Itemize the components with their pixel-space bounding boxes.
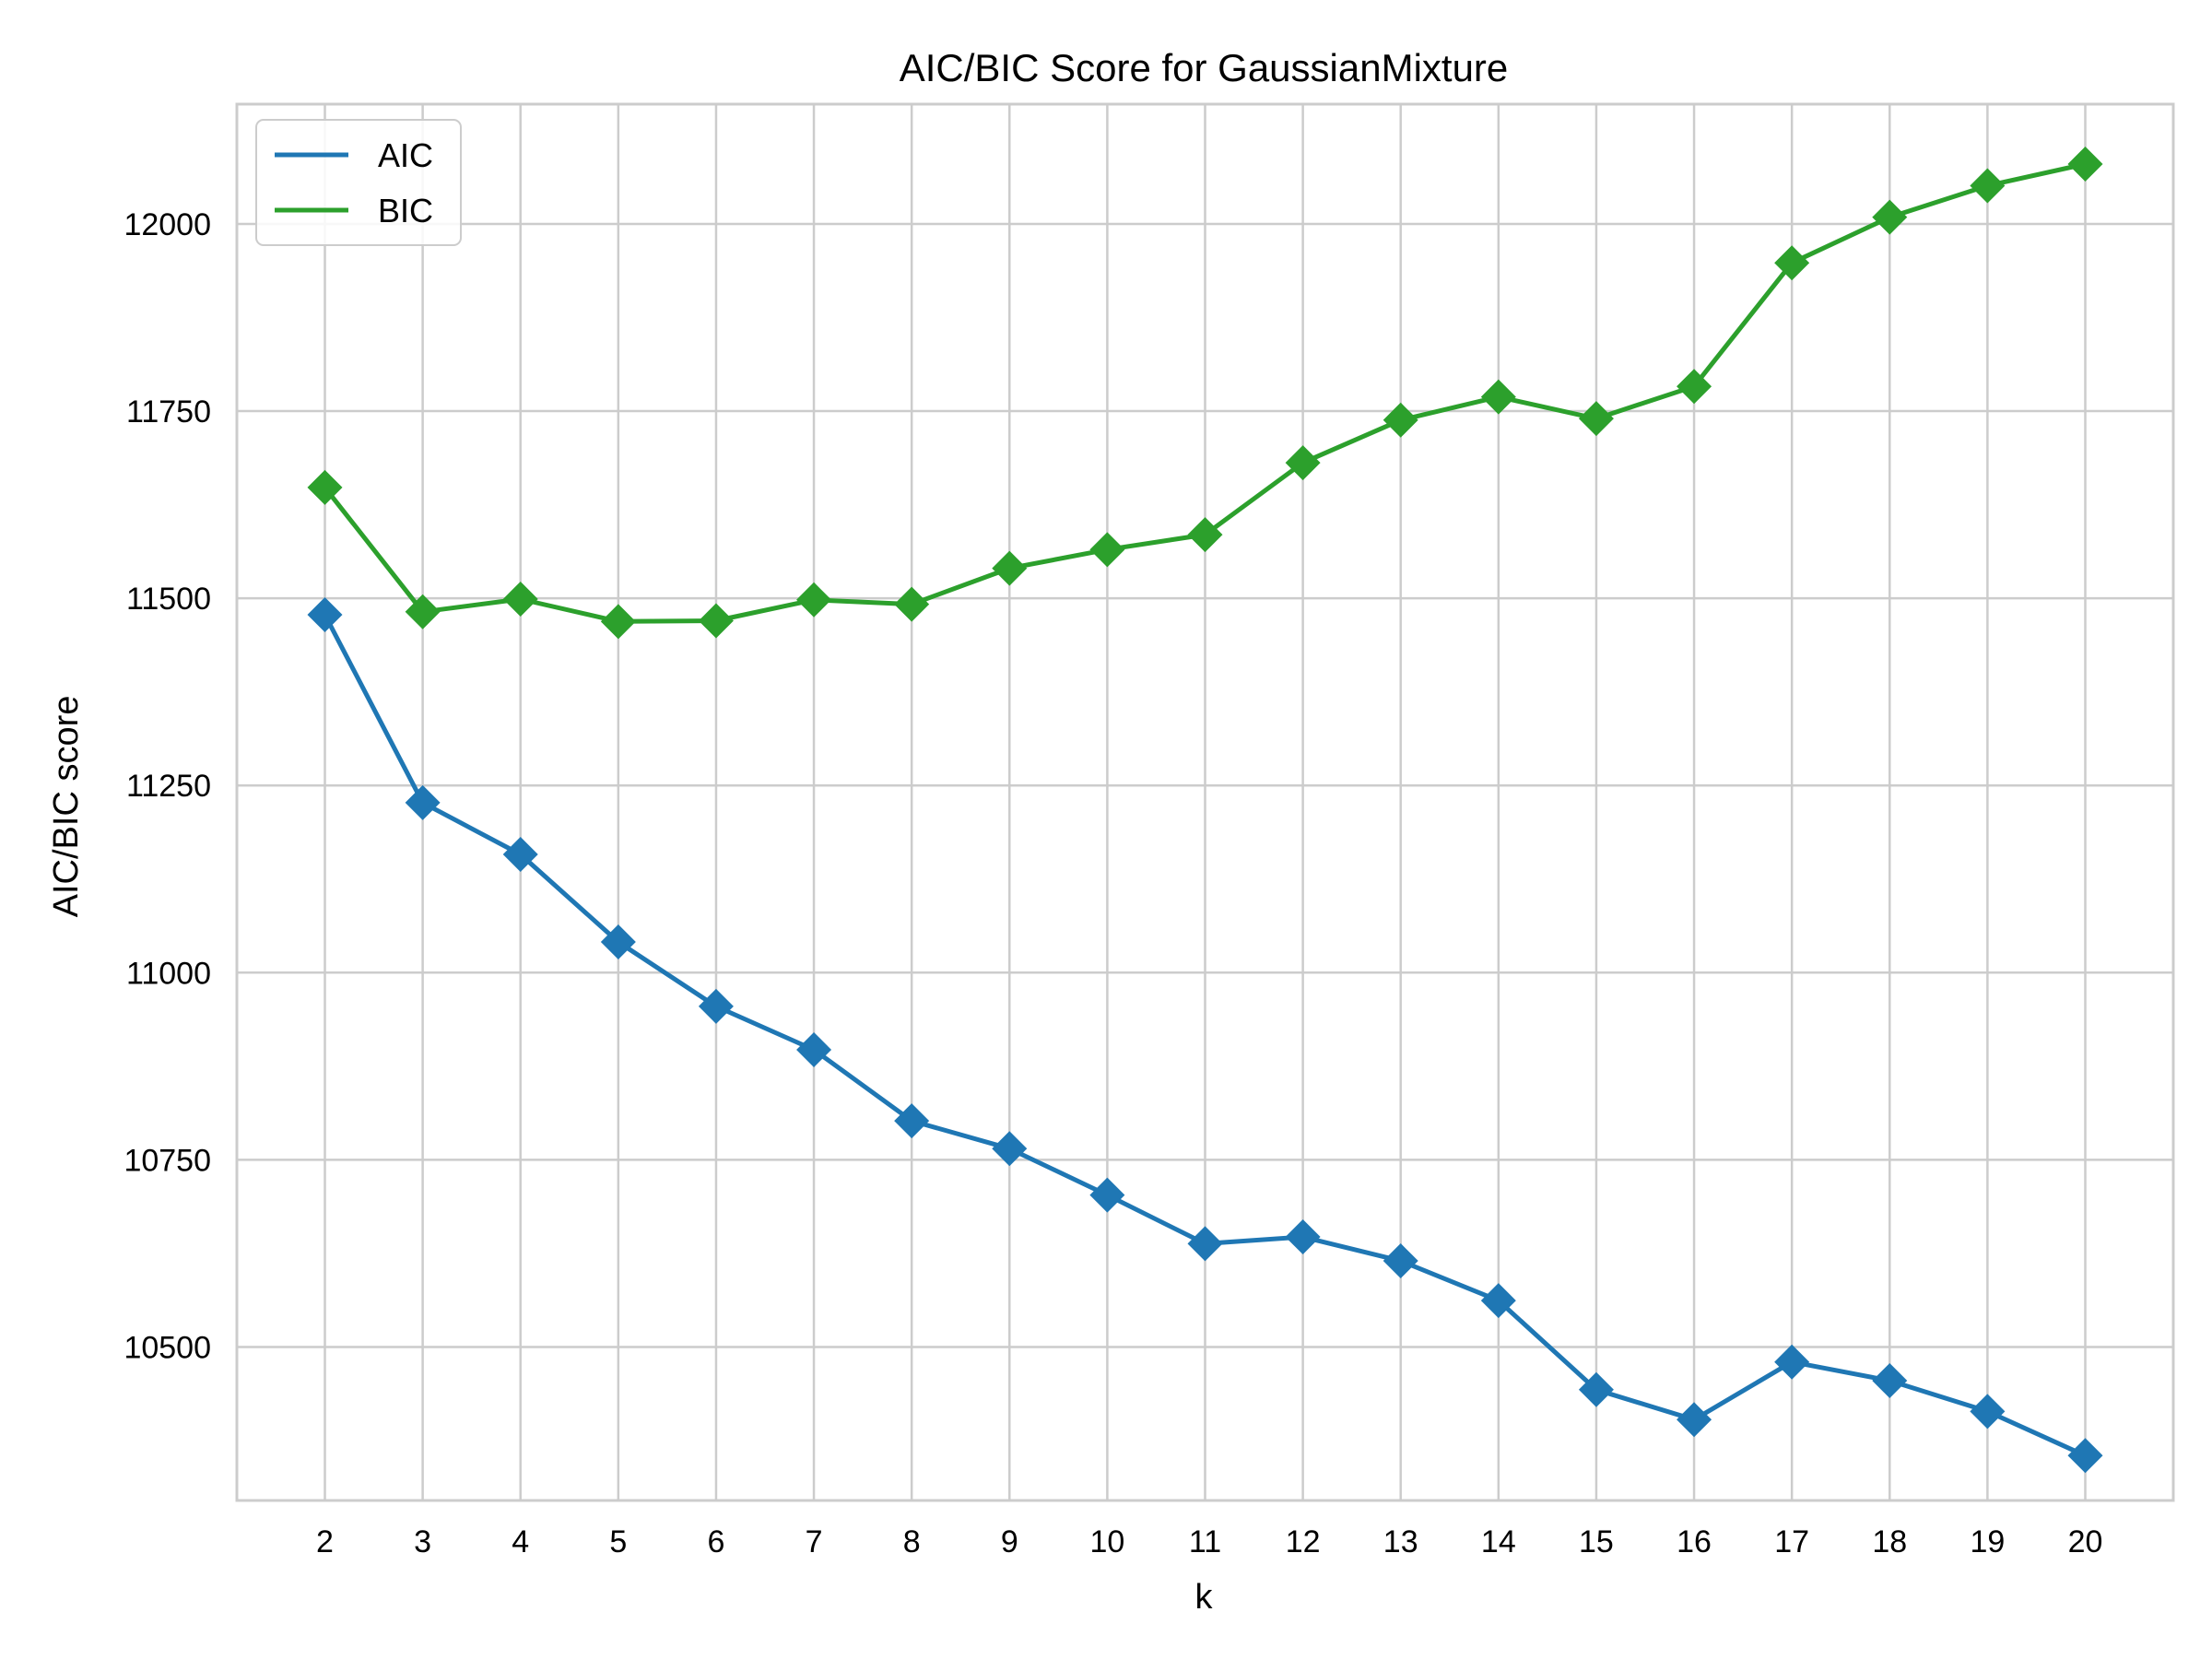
bic-point: [796, 582, 832, 618]
y-tick-label: 10750: [124, 1143, 211, 1178]
legend-label-aic: AIC: [378, 136, 433, 174]
aic-point: [1187, 1226, 1223, 1262]
bic-point: [1970, 168, 2006, 204]
bic-point: [1089, 532, 1125, 568]
x-tick-label: 9: [1001, 1524, 1018, 1559]
x-tick-label: 14: [1481, 1524, 1516, 1559]
x-tick-label: 5: [609, 1524, 627, 1559]
x-tick-label: 6: [707, 1524, 724, 1559]
x-tick-label: 10: [1089, 1524, 1124, 1559]
x-tick-label: 18: [1872, 1524, 1907, 1559]
y-axis-label: AIC/BIC score: [47, 696, 86, 918]
bic-point: [1872, 199, 1908, 235]
bic-point: [992, 550, 1028, 586]
aic-point: [1578, 1371, 1614, 1407]
bic-point: [405, 594, 441, 629]
x-tick-label: 20: [2068, 1524, 2103, 1559]
chart-title: AIC/BIC Score for GaussianMixture: [900, 46, 1509, 89]
x-tick-label: 7: [806, 1524, 823, 1559]
legend-box: [255, 119, 462, 246]
aic-point: [992, 1131, 1028, 1167]
aic-point: [894, 1103, 930, 1139]
bic-point: [1480, 379, 1516, 415]
x-tick-label: 8: [903, 1524, 921, 1559]
y-tick-label: 10500: [124, 1330, 211, 1365]
aic-point: [1382, 1243, 1418, 1279]
y-tick-labels: 10500 10750 11000 11250 11500 11750 12000: [124, 207, 211, 1365]
series-layer: [307, 146, 2103, 1474]
y-tick-label: 11500: [126, 582, 211, 617]
x-tick-label: 2: [316, 1524, 334, 1559]
bic-point: [1774, 245, 1810, 281]
bic-point: [502, 581, 538, 617]
y-tick-label: 11250: [126, 769, 211, 804]
legend-label-bic: BIC: [378, 192, 433, 229]
aic-point: [1774, 1344, 1810, 1380]
bic-point: [1285, 445, 1321, 481]
x-tick-label: 13: [1383, 1524, 1418, 1559]
aic-point: [502, 836, 538, 872]
x-axis-label: k: [1195, 1578, 1214, 1617]
legend: AIC BIC: [255, 119, 462, 246]
aic-point: [1970, 1394, 2006, 1430]
plot-frame: [235, 102, 2175, 1502]
bic-point: [698, 603, 734, 639]
aic-point: [405, 784, 441, 820]
aic-point: [307, 597, 343, 633]
x-tick-label: 19: [1970, 1524, 2005, 1559]
aic-point: [698, 988, 734, 1024]
y-tick-label: 11750: [126, 394, 211, 429]
bic-point: [600, 604, 636, 640]
x-tick-label: 4: [512, 1524, 529, 1559]
aic-point: [1480, 1283, 1516, 1319]
aic-point: [1677, 1402, 1712, 1438]
grid: [237, 104, 2173, 1500]
x-tick-label: 12: [1286, 1524, 1321, 1559]
aic-point: [1089, 1177, 1125, 1213]
x-tick-label: 16: [1677, 1524, 1712, 1559]
aic-point: [1285, 1219, 1321, 1255]
bic-point: [894, 586, 930, 622]
bic-point: [307, 469, 343, 505]
series-bic: [307, 146, 2103, 640]
bic-point: [2067, 146, 2103, 182]
bic-point: [1677, 369, 1712, 405]
aic-point: [796, 1031, 832, 1067]
aic-point: [1872, 1363, 1908, 1399]
x-tick-label: 11: [1189, 1524, 1221, 1559]
y-tick-label: 12000: [124, 207, 211, 242]
aic-point: [600, 924, 636, 959]
series-aic: [307, 597, 2103, 1474]
x-tick-label: 15: [1579, 1524, 1614, 1559]
bic-point: [1187, 517, 1223, 553]
bic-point: [1578, 401, 1614, 437]
x-tick-label: 3: [414, 1524, 431, 1559]
x-tick-labels: 2 3 4 5 6 7 8 9 10 11 12 13 14 15 16 17 18 19 20: [316, 1524, 2102, 1559]
aic-point: [2067, 1438, 2103, 1474]
bic-point: [1382, 402, 1418, 438]
x-tick-label: 17: [1774, 1524, 1809, 1559]
y-tick-label: 11000: [126, 956, 211, 991]
